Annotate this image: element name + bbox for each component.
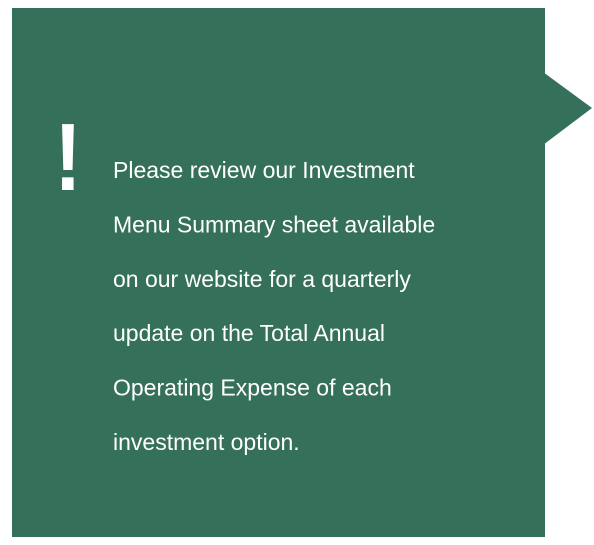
callout-box bbox=[12, 8, 545, 537]
text-line: on our website for a quarterly bbox=[113, 266, 411, 292]
text-line: Please review our Investment bbox=[113, 157, 415, 183]
text-line: Menu Summary sheet available bbox=[113, 211, 435, 237]
text-line: Operating Expense of each bbox=[113, 375, 392, 401]
callout-text: Please review our Investment Menu Summary… bbox=[113, 157, 435, 455]
text-line: update on the Total Annual bbox=[113, 320, 385, 346]
alert-icon: ! bbox=[54, 103, 81, 211]
text-line: investment option. bbox=[113, 429, 300, 455]
callout-pointer bbox=[543, 72, 592, 145]
